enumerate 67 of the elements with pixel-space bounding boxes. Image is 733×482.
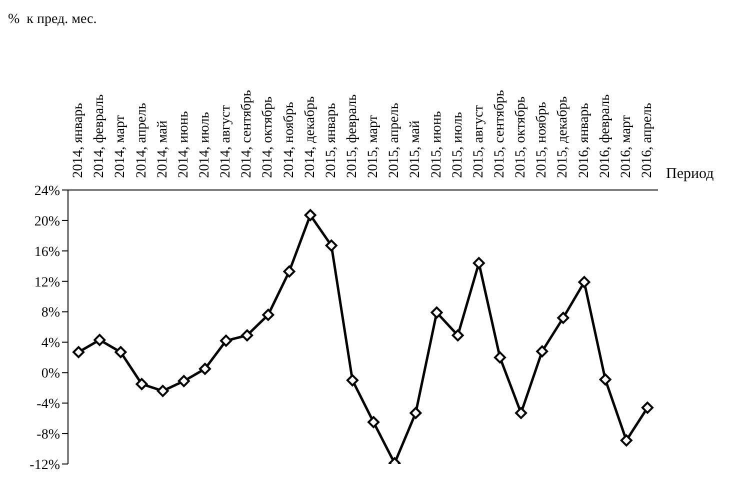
point <box>94 334 106 346</box>
x-tick-label: 2016, февраль <box>598 94 613 178</box>
x-tick-label: 2015, февраль <box>344 94 360 178</box>
y-tick-label: 0% <box>41 366 60 382</box>
x-tick-label: 2015, июль <box>450 112 466 178</box>
x-tick-label: 2015, май <box>408 120 424 178</box>
point <box>114 346 127 358</box>
y-tick-label: 4% <box>41 336 60 352</box>
x-tick-label: 2015, октябрь <box>514 96 529 178</box>
point <box>241 329 254 342</box>
y-tick-label: 12% <box>34 275 60 290</box>
x-tick-label: 2014, март <box>113 115 128 178</box>
y-tick-label: 20% <box>34 214 60 230</box>
x-tick-label: 2014, июнь <box>176 111 192 178</box>
x-tick-label: 2015, июнь <box>429 111 444 178</box>
x-tick-label: 2014, февраль <box>92 94 108 178</box>
y-tick-label: -8% <box>36 428 60 443</box>
x-tick-label: 2015, март <box>366 115 382 178</box>
point <box>368 416 380 428</box>
y-tick-label: -4% <box>36 397 60 412</box>
point <box>72 346 85 358</box>
point <box>536 345 548 358</box>
x-tick-label: 2014, сентябрь <box>240 90 255 178</box>
x-tick-label: 2016, апрель <box>640 102 655 178</box>
y-tick-label: -12% <box>30 458 60 473</box>
point <box>515 407 528 420</box>
x-axis-title: Период <box>666 166 714 183</box>
y-tick-label: 8% <box>41 306 60 321</box>
x-tick-label: 2014, ноябрь <box>282 102 297 178</box>
point <box>220 334 232 347</box>
x-tick-label: 2014, октябрь <box>260 96 276 178</box>
point <box>136 378 148 390</box>
point <box>452 329 464 342</box>
point <box>641 402 654 414</box>
x-tick-label: 2015, август <box>471 105 486 178</box>
x-tick-label: 2014, апрель <box>134 102 150 178</box>
x-tick-label: 2015, декабрь <box>556 96 571 178</box>
x-tick-label: 2014, январь <box>71 103 86 178</box>
point <box>325 240 338 252</box>
x-tick-label: 2014, июль <box>197 112 212 178</box>
point <box>410 407 422 420</box>
x-tick-label: 2014, май <box>155 120 170 178</box>
point <box>472 257 485 270</box>
x-tick-label: 2015, апрель <box>387 102 402 178</box>
point <box>620 434 632 446</box>
point <box>262 308 274 321</box>
point <box>156 384 169 397</box>
point <box>178 375 190 388</box>
point <box>346 374 358 386</box>
x-tick-label: 2014, декабрь <box>302 96 318 178</box>
y-tick-label: 16% <box>34 244 60 260</box>
point <box>304 209 316 222</box>
x-tick-label: 2015, сентябрь <box>492 90 508 178</box>
point <box>198 362 211 375</box>
point <box>599 374 612 386</box>
point <box>494 351 506 364</box>
x-tick-label: 2015, январь <box>324 103 339 178</box>
x-tick-label: 2016, март <box>618 115 634 178</box>
x-tick-label: 2015, ноябрь <box>534 102 550 178</box>
x-tick-label: 2014, август <box>218 105 234 178</box>
x-tick-label: 2016, январь <box>576 103 592 178</box>
point <box>557 312 570 324</box>
point <box>430 306 443 319</box>
point <box>578 276 590 288</box>
point <box>283 265 296 278</box>
y-tick-label: 24% <box>34 184 60 199</box>
y-axis-title: % к пред. мес. <box>8 12 97 28</box>
